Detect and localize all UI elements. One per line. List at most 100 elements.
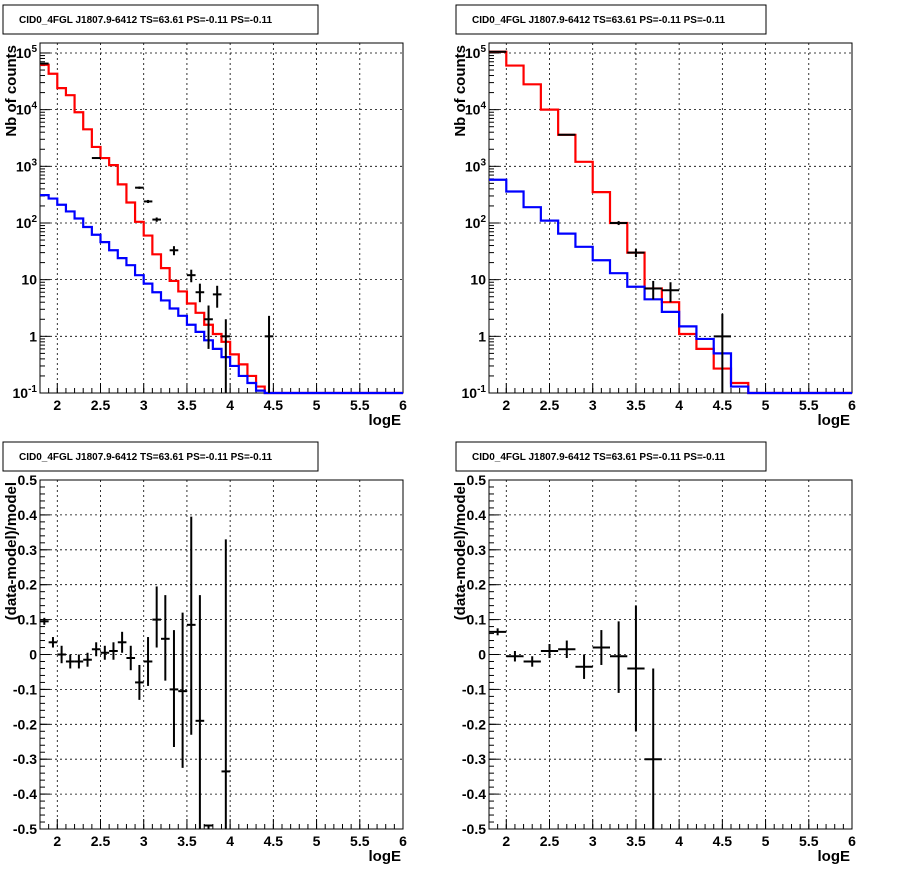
- y-tick-label: -0.4: [462, 786, 486, 802]
- data-point: [644, 668, 662, 829]
- x-tick-label: 5.5: [350, 833, 370, 849]
- data-point: [40, 617, 49, 625]
- x-tick-label: 3.5: [626, 833, 646, 849]
- y-tick-label: 10-1: [462, 384, 487, 401]
- data-point: [178, 612, 187, 768]
- data-point: [489, 628, 507, 636]
- data-point: [57, 645, 66, 664]
- data-point: [195, 283, 205, 303]
- data-point: [644, 280, 662, 300]
- data-point: [204, 305, 213, 349]
- y-axis-label: Nb of counts: [3, 45, 20, 137]
- x-tick-label: 4: [675, 833, 683, 849]
- y-tick-label: 1: [29, 328, 37, 344]
- x-tick-label: 4.5: [264, 397, 284, 413]
- data-point: [74, 654, 84, 669]
- x-tick-label: 3: [140, 833, 148, 849]
- y-tick-label: 0.4: [467, 507, 487, 523]
- data-point: [713, 313, 731, 393]
- data-point: [575, 654, 593, 679]
- y-tick-label: -0.5: [462, 821, 486, 837]
- y-axis-label: Nb of counts: [452, 45, 469, 137]
- x-tick-label: 2: [502, 833, 510, 849]
- x-tick-label: 2.5: [91, 397, 111, 413]
- y-axis-label: (data-model)/model: [3, 482, 20, 620]
- chart-panel-3: CID0_4FGL J1807.9-6412 TS=63.61 PS=-0.11…: [2, 441, 407, 865]
- y-tick-label: 0.2: [18, 577, 38, 593]
- chart-panel-2: CID0_4FGL J1807.9-6412 TS=63.61 PS=-0.11…: [452, 4, 856, 429]
- series-line-blue: [489, 178, 852, 395]
- data-point: [91, 157, 101, 160]
- y-tick-label: 0.5: [467, 472, 487, 488]
- chart-panel-1: CID0_4FGL J1807.9-6412 TS=63.61 PS=-0.11…: [2, 4, 407, 429]
- data-point: [540, 644, 559, 658]
- plot-frame: [488, 42, 853, 394]
- data-point: [117, 631, 127, 653]
- chart-title: CID0_4FGL J1807.9-6412 TS=63.61 PS=-0.11…: [472, 452, 725, 463]
- data-point: [161, 595, 170, 681]
- data-point: [143, 637, 153, 686]
- y-tick-label: 0.2: [467, 577, 487, 593]
- y-tick-label: 0.3: [467, 542, 487, 558]
- x-tick-label: 6: [848, 833, 856, 849]
- x-tick-label: 3: [589, 397, 597, 413]
- chart-panel-4: CID0_4FGL J1807.9-6412 TS=63.61 PS=-0.11…: [452, 441, 856, 865]
- x-axis-label: logE: [818, 848, 851, 865]
- x-tick-label: 2: [502, 397, 510, 413]
- data-point: [212, 285, 222, 308]
- x-tick-label: 4: [226, 833, 234, 849]
- x-tick-label: 3.5: [177, 833, 197, 849]
- x-tick-label: 6: [848, 397, 856, 413]
- data-point: [523, 656, 541, 667]
- y-tick-label: -0.2: [462, 716, 486, 732]
- data-point: [204, 824, 213, 829]
- x-tick-label: 5.5: [350, 397, 370, 413]
- data-point: [65, 654, 75, 669]
- title-box: [455, 4, 767, 35]
- data-point: [169, 246, 179, 256]
- y-tick-label: 1: [478, 328, 486, 344]
- x-tick-label: 4.5: [713, 397, 733, 413]
- data-point: [186, 269, 196, 283]
- y-tick-label: 103: [16, 157, 38, 174]
- y-tick-label: -0.1: [462, 681, 486, 697]
- x-tick-label: 3: [589, 833, 597, 849]
- data-point: [592, 630, 610, 665]
- data-point: [135, 664, 144, 700]
- data-point: [221, 539, 231, 829]
- data-point: [661, 282, 680, 303]
- x-tick-label: 6: [399, 397, 407, 413]
- y-tick-label: -0.4: [13, 786, 37, 802]
- y-tick-label: -0.1: [13, 681, 37, 697]
- y-tick-label: 102: [465, 214, 487, 231]
- x-tick-label: 4: [675, 397, 683, 413]
- x-tick-label: 6: [399, 833, 407, 849]
- data-point: [627, 605, 645, 732]
- data-point: [109, 642, 118, 660]
- y-tick-label: 0: [29, 647, 37, 663]
- x-tick-label: 3.5: [626, 397, 646, 413]
- y-tick-label: 10: [470, 272, 486, 288]
- y-tick-label: 10: [21, 272, 37, 288]
- y-axis-label: (data-model)/model: [452, 482, 469, 620]
- y-tick-label: 0.3: [18, 542, 38, 558]
- y-tick-label: -0.3: [462, 751, 486, 767]
- data-point: [264, 315, 274, 393]
- x-tick-label: 2: [53, 397, 61, 413]
- x-tick-label: 3.5: [177, 397, 197, 413]
- y-tick-label: 0.4: [18, 507, 38, 523]
- title-box: [455, 441, 767, 472]
- data-point: [627, 248, 645, 258]
- title-box: [2, 4, 319, 35]
- data-point: [48, 637, 58, 648]
- data-point: [221, 319, 231, 393]
- x-tick-label: 5: [313, 397, 321, 413]
- series-line-blue: [40, 194, 403, 395]
- data-point: [126, 645, 136, 671]
- data-point: [506, 651, 524, 662]
- x-tick-label: 5: [762, 397, 770, 413]
- data-point: [558, 133, 576, 136]
- y-tick-label: 0: [478, 647, 486, 663]
- chart-title: CID0_4FGL J1807.9-6412 TS=63.61 PS=-0.11…: [472, 15, 725, 26]
